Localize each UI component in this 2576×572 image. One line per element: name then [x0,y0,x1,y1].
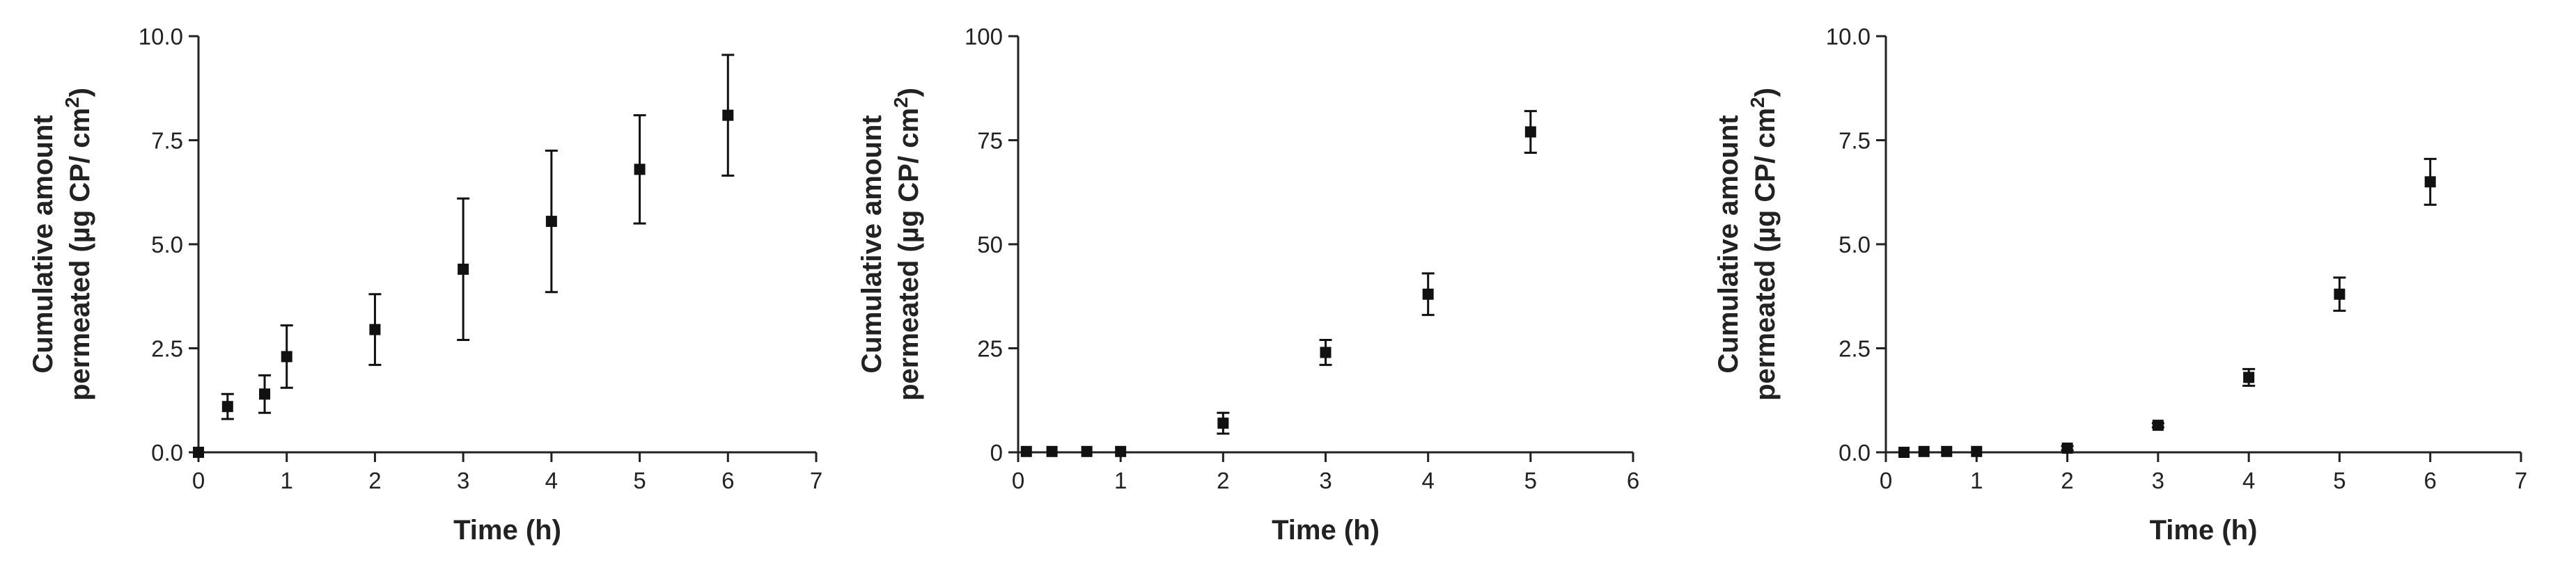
chart-panel-2: 0 1 2 3 4 5 6 0 25 50 75 100 Time (h) Cumulative amou… [857,24,1639,546]
x-tick-label: 6 [2424,468,2437,493]
x-tick-label: 1 [1970,468,1983,493]
data-point [1217,418,1229,429]
y-tick-label: 10.0 [139,24,183,49]
y-axis-title-line1: Cumulative amount [857,115,887,373]
x-tick-label: 0 [1880,468,1892,493]
x-tick-label: 0 [192,468,205,493]
x-tick-label: 3 [2152,468,2164,493]
x-tick-label: 5 [2333,468,2345,493]
y-tick-label: 10.0 [1826,24,1871,49]
y-tick-label: 0.0 [151,440,183,466]
x-tick-label: 1 [281,468,293,493]
x-tick-label: 3 [1319,468,1332,493]
chart-panel-3: 0 1 2 3 4 5 6 7 0.0 2.5 5.0 7.5 10.0 Time (h) Cumulati… [1713,24,2527,546]
data-point [2334,288,2345,300]
y-tick-label: 50 [977,232,1003,257]
x-tick-label: 2 [2061,468,2073,493]
data-point [1524,126,1536,138]
data-point [281,351,292,363]
x-axis-title: Time (h) [1272,515,1380,546]
y-axis-title-line2: permeated (µg CP/ cm2) [890,88,925,401]
x-tick-label: 4 [1421,468,1434,493]
x-tick-label: 2 [368,468,381,493]
x-tick-label: 7 [810,468,822,493]
data-point [2243,372,2255,383]
data-point [259,388,271,400]
y-tick-label: 7.5 [151,128,183,154]
data-point [634,164,646,175]
x-axis-title: Time (h) [2150,515,2258,546]
x-tick-label: 6 [721,468,734,493]
y-tick-label: 5.0 [1839,232,1871,257]
y-axis-title-line2: permeated (µg CP/ cm2) [61,88,96,401]
x-tick-label: 2 [1217,468,1229,493]
x-tick-label: 3 [457,468,469,493]
x-tick-label: 1 [1114,468,1127,493]
x-tick-label: 5 [633,468,646,493]
x-tick-label: 7 [2515,468,2527,493]
data-point [1971,445,1983,457]
y-tick-label: 7.5 [1839,128,1871,154]
data-point [722,109,734,121]
y-tick-label: 25 [977,336,1003,362]
y-tick-label: 75 [977,128,1003,154]
x-tick-label: 5 [1524,468,1537,493]
y-tick-label: 0 [990,440,1003,466]
data-point [1422,288,1434,300]
data-point [2152,420,2164,431]
y-tick-label: 5.0 [151,232,183,257]
x-tick-label: 4 [545,468,558,493]
data-point [1918,445,1930,457]
x-tick-label: 4 [2242,468,2255,493]
data-point [1320,347,1332,358]
y-tick-label: 2.5 [1839,336,1871,362]
y-axis-title-line1: Cumulative amount [28,115,58,373]
data-point [1898,447,1910,458]
data-point [1020,445,1032,457]
data-point [369,324,381,335]
data-point [1115,445,1127,457]
x-axis-title: Time (h) [453,515,561,546]
data-point [1046,445,1058,457]
y-tick-label: 2.5 [151,336,183,362]
y-tick-label: 0.0 [1839,440,1871,466]
chart-panel-1: 0 1 2 3 4 5 6 7 0.0 2.5 5.0 7.5 10.0 Time (h) Cumulati… [28,24,822,546]
data-point [1081,445,1093,457]
data-point [2061,443,2073,454]
y-axis-title-line1: Cumulative amount [1713,115,1744,373]
data-point [193,447,204,458]
data-point [2424,176,2436,188]
y-axis-title-line2: permeated (µg CP/ cm2) [1747,88,1781,401]
y-tick-label: 100 [965,24,1003,49]
x-tick-label: 6 [1627,468,1639,493]
x-tick-label: 0 [1012,468,1024,493]
data-point [458,263,469,275]
data-point [1941,445,1953,457]
data-point [221,401,233,413]
data-point [545,216,557,228]
